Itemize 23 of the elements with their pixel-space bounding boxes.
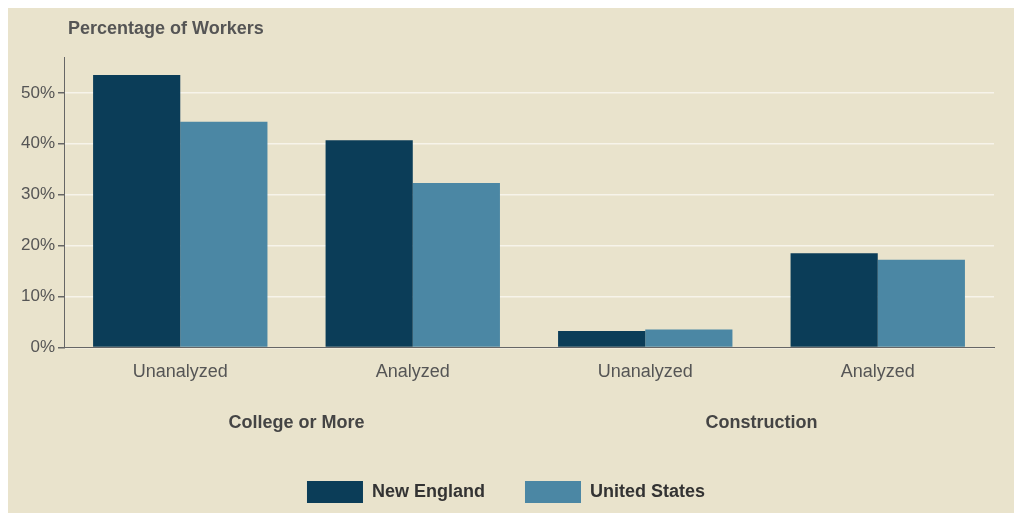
y-tick-label: 50% [20, 82, 56, 102]
text: College or More [228, 411, 365, 432]
bar [325, 140, 413, 347]
y-tick-label: 10% [20, 286, 56, 306]
x-tick-label: Analyzed [840, 361, 915, 382]
bar [93, 75, 181, 347]
bar [790, 253, 878, 347]
bar [180, 121, 268, 347]
bar [877, 259, 965, 347]
y-tick-label: 30% [20, 184, 56, 204]
y-tick-label: 20% [20, 235, 56, 255]
y-axis-title: Percentage of Workers [67, 17, 265, 40]
bar [412, 182, 500, 347]
x-tick-label: Analyzed [375, 361, 450, 382]
bar [645, 329, 733, 347]
legend-label: United States [589, 480, 706, 501]
bar [558, 331, 646, 347]
legend-label: New England [371, 480, 485, 501]
x-tick-label: Unanalyzed [132, 361, 228, 382]
text: Construction [705, 411, 818, 432]
x-tick-label: Unanalyzed [597, 361, 693, 382]
y-tick-label: 0% [30, 337, 56, 357]
y-tick-label: 40% [20, 133, 56, 153]
